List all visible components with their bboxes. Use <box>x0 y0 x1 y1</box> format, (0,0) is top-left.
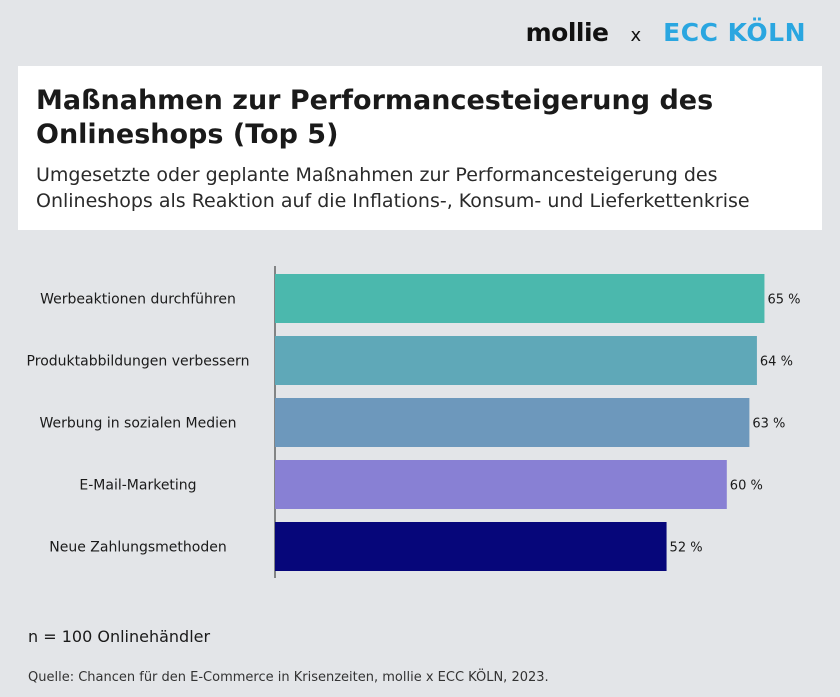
bar <box>275 398 750 447</box>
category-label: Werbung in sozialen Medien <box>39 416 236 432</box>
logo-separator: x <box>630 25 642 46</box>
value-label: 65 % <box>767 293 800 308</box>
source-citation: Quelle: Chancen für den E-Commerce in Kr… <box>28 670 549 685</box>
chart-subtitle: Umgesetzte oder geplante Maßnahmen zur P… <box>36 164 750 212</box>
category-label: E-Mail-Marketing <box>79 478 196 494</box>
value-label: 52 % <box>670 541 703 556</box>
value-label: 64 % <box>760 355 793 370</box>
category-label: Werbeaktionen durchführen <box>40 292 236 308</box>
value-label: 63 % <box>752 417 785 432</box>
mollie-logo: mollie <box>525 18 609 47</box>
category-label: Produktabbildungen verbessern <box>27 354 250 370</box>
bar-chart: Werbeaktionen durchführen 65 % Produktabbi… <box>27 266 800 578</box>
bar <box>275 336 757 385</box>
bar <box>275 460 727 509</box>
bar <box>275 522 667 571</box>
title-card: Maßnahmen zur Performancesteigerung des … <box>18 66 822 230</box>
logo-bar: mollie x ECC KÖLN <box>526 18 806 47</box>
category-label: Neue Zahlungsmethoden <box>49 540 226 556</box>
ecc-koeln-logo: ECC KÖLN <box>663 18 806 47</box>
sample-size-note: n = 100 Onlinehändler <box>28 627 211 646</box>
chart-title: Maßnahmen zur Performancesteigerung des … <box>36 85 714 150</box>
value-label: 60 % <box>730 479 763 494</box>
bar <box>275 274 765 323</box>
